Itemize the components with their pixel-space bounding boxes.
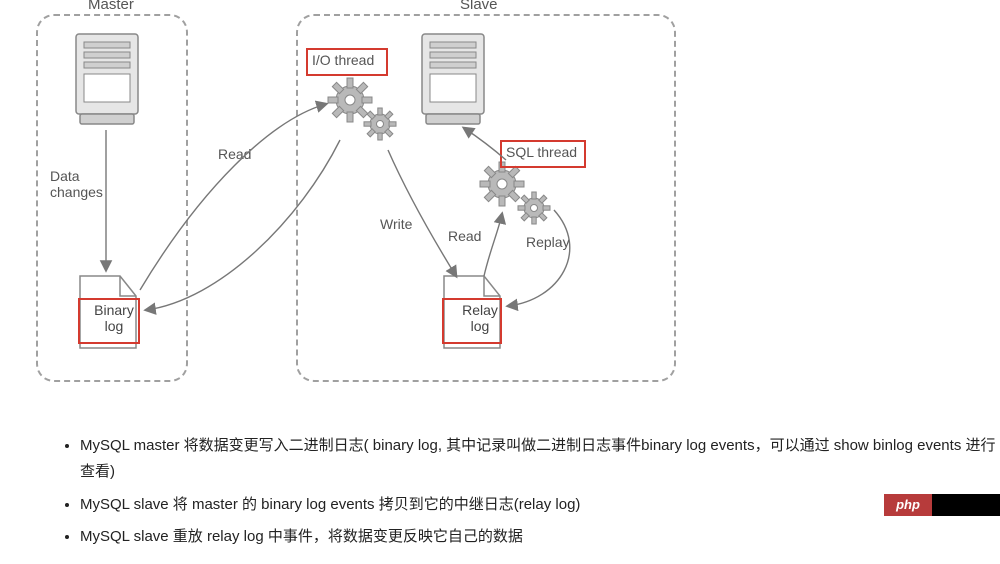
- bullet-item: MySQL slave 重放 relay log 中事件，将数据变更反映它自己的…: [80, 524, 1000, 550]
- sql-thread-gear-small-icon: [516, 190, 552, 231]
- read-label-2: Read: [448, 228, 481, 244]
- php-badge-text: php: [884, 494, 932, 516]
- io-thread-gear-small-icon: [362, 106, 398, 147]
- relay-log-highlight: [442, 298, 502, 344]
- replay-label: Replay: [526, 234, 570, 250]
- master-title: Master: [88, 0, 134, 13]
- diagram-canvas: Master Slave: [0, 0, 1000, 564]
- slave-server-icon: [420, 32, 486, 128]
- bullet-item: MySQL master 将数据变更写入二进制日志( binary log, 其…: [80, 433, 1000, 486]
- read-label-1: Read: [218, 146, 251, 162]
- io-thread-label: I/O thread: [312, 52, 374, 68]
- bullet-item: MySQL slave 将 master 的 binary log events…: [80, 492, 1000, 518]
- master-server-icon: [74, 32, 140, 128]
- write-label: Write: [380, 216, 412, 232]
- binary-log-highlight: [78, 298, 140, 344]
- data-changes-label: Datachanges: [50, 168, 103, 200]
- sql-thread-label: SQL thread: [506, 144, 577, 160]
- bullet-list: MySQL master 将数据变更写入二进制日志( binary log, 其…: [40, 433, 1000, 556]
- php-badge: php: [932, 494, 1000, 516]
- slave-title: Slave: [460, 0, 498, 13]
